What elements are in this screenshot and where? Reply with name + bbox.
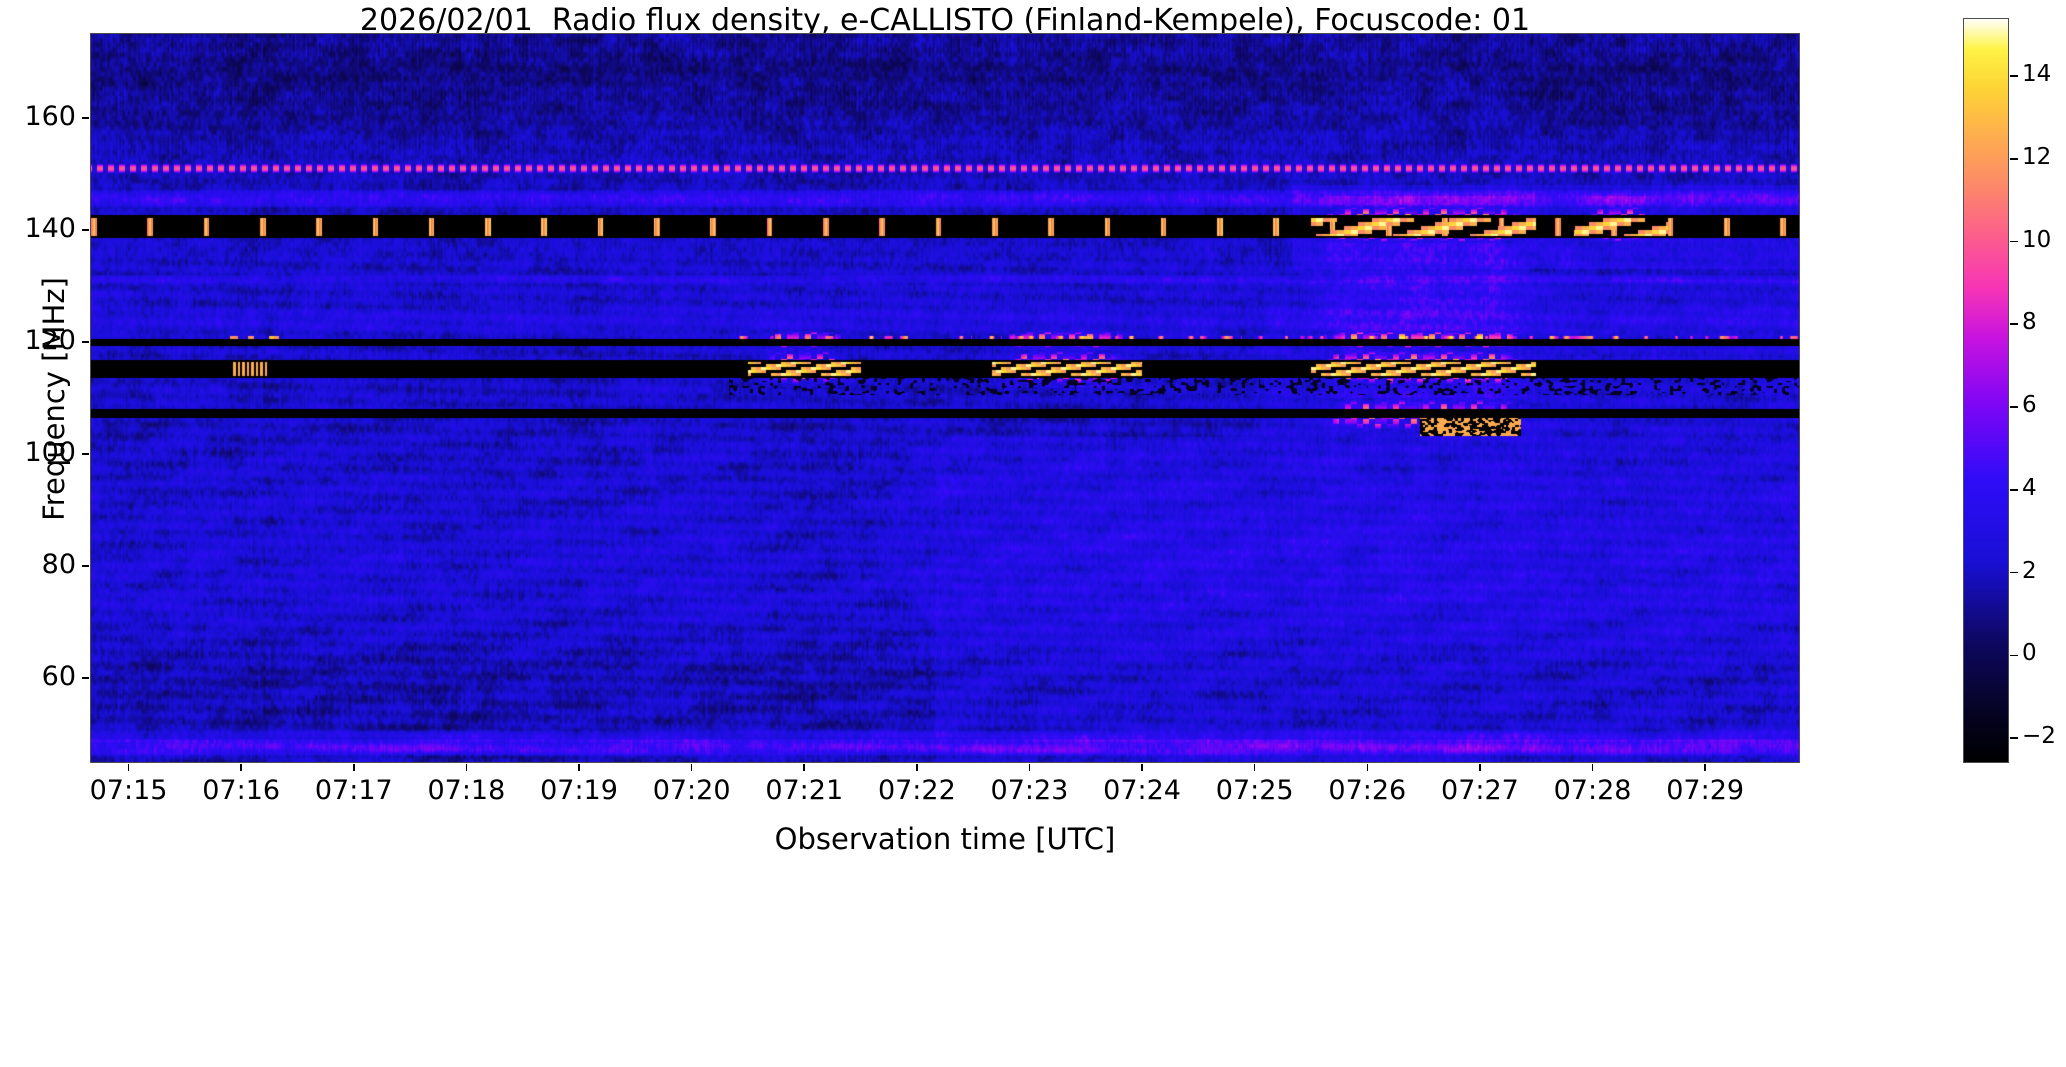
colorbar-tick-mark — [2010, 571, 2018, 574]
colorbar-tick-mark — [2010, 737, 2018, 739]
y-tick-label: 160 — [24, 101, 76, 132]
y-tick-label: 120 — [24, 325, 76, 356]
colorbar-tick-mark — [2010, 240, 2018, 243]
colorbar — [1963, 18, 2009, 763]
y-tick-mark — [82, 565, 89, 567]
x-tick-mark — [1704, 764, 1706, 771]
x-tick-label: 07:17 — [314, 775, 393, 806]
x-tick-label: 07:26 — [1328, 775, 1407, 806]
x-tick-label: 07:28 — [1553, 775, 1632, 806]
x-tick-mark — [127, 764, 130, 771]
y-tick-label: 140 — [24, 213, 76, 244]
x-tick-label: 07:21 — [765, 775, 844, 806]
x-tick-mark — [465, 764, 468, 771]
x-tick-mark — [1141, 764, 1143, 771]
x-tick-mark — [1479, 764, 1481, 771]
x-tick-mark — [1591, 764, 1594, 771]
colorbar-tick-label: 4 — [2022, 474, 2037, 501]
y-axis-label: Frequency [MHz] — [37, 277, 71, 521]
x-tick-label: 07:23 — [990, 775, 1069, 806]
colorbar-tick-label: 12 — [2022, 143, 2052, 170]
y-axis-label-wrap: Frequency [MHz] — [22, 33, 71, 763]
x-tick-label: 07:20 — [652, 775, 731, 806]
colorbar-tick-label: 10 — [2022, 226, 2052, 253]
x-tick-label: 07:24 — [1103, 775, 1181, 806]
x-tick-mark — [240, 764, 242, 771]
colorbar-tick-label: −2 — [2022, 723, 2056, 750]
colorbar-tick-mark — [2010, 157, 2018, 160]
y-tick-mark — [82, 677, 89, 679]
y-tick-label: 80 — [41, 549, 76, 580]
x-tick-label: 07:27 — [1441, 775, 1519, 806]
colorbar-tick-mark — [2010, 323, 2018, 326]
x-tick-mark — [352, 764, 355, 771]
colorbar-tick-label: 2 — [2022, 557, 2037, 584]
y-tick-mark — [82, 341, 89, 343]
x-tick-mark — [1253, 764, 1256, 771]
x-tick-label: 07:16 — [202, 775, 281, 806]
colorbar-tick-mark — [2010, 654, 2018, 657]
colorbar-gradient — [1964, 19, 2008, 762]
x-tick-mark — [1366, 764, 1369, 771]
page-title: 2026/02/01 Radio flux density, e-CALLIST… — [359, 3, 1531, 38]
colorbar-tick-label: 14 — [2022, 60, 2052, 87]
spectrogram-plot-area — [90, 33, 1800, 763]
y-tick-label: 100 — [24, 437, 76, 468]
x-tick-label: 07:25 — [1215, 775, 1294, 806]
y-tick-mark — [82, 453, 89, 455]
colorbar-tick-label: 0 — [2022, 640, 2037, 667]
colorbar-tick-mark — [2010, 406, 2018, 408]
y-tick-mark — [82, 229, 89, 231]
x-axis-label: Observation time [UTC] — [774, 822, 1116, 856]
colorbar-tick-label: 6 — [2022, 392, 2037, 419]
spectrogram-canvas — [91, 34, 1799, 762]
x-tick-mark — [690, 764, 693, 771]
x-tick-label: 07:29 — [1666, 775, 1745, 806]
y-tick-label: 60 — [41, 661, 76, 692]
y-tick-mark — [82, 117, 89, 119]
colorbar-tick-mark — [2010, 489, 2018, 491]
x-tick-mark — [803, 764, 806, 771]
x-tick-label: 07:15 — [89, 775, 168, 806]
colorbar-tick-mark — [2010, 75, 2018, 77]
x-tick-label: 07:22 — [877, 775, 956, 806]
x-tick-mark — [578, 764, 580, 771]
x-tick-label: 07:19 — [540, 775, 618, 806]
x-tick-mark — [1028, 764, 1031, 771]
colorbar-tick-label: 8 — [2022, 309, 2037, 336]
x-tick-mark — [916, 764, 918, 771]
x-tick-label: 07:18 — [427, 775, 506, 806]
